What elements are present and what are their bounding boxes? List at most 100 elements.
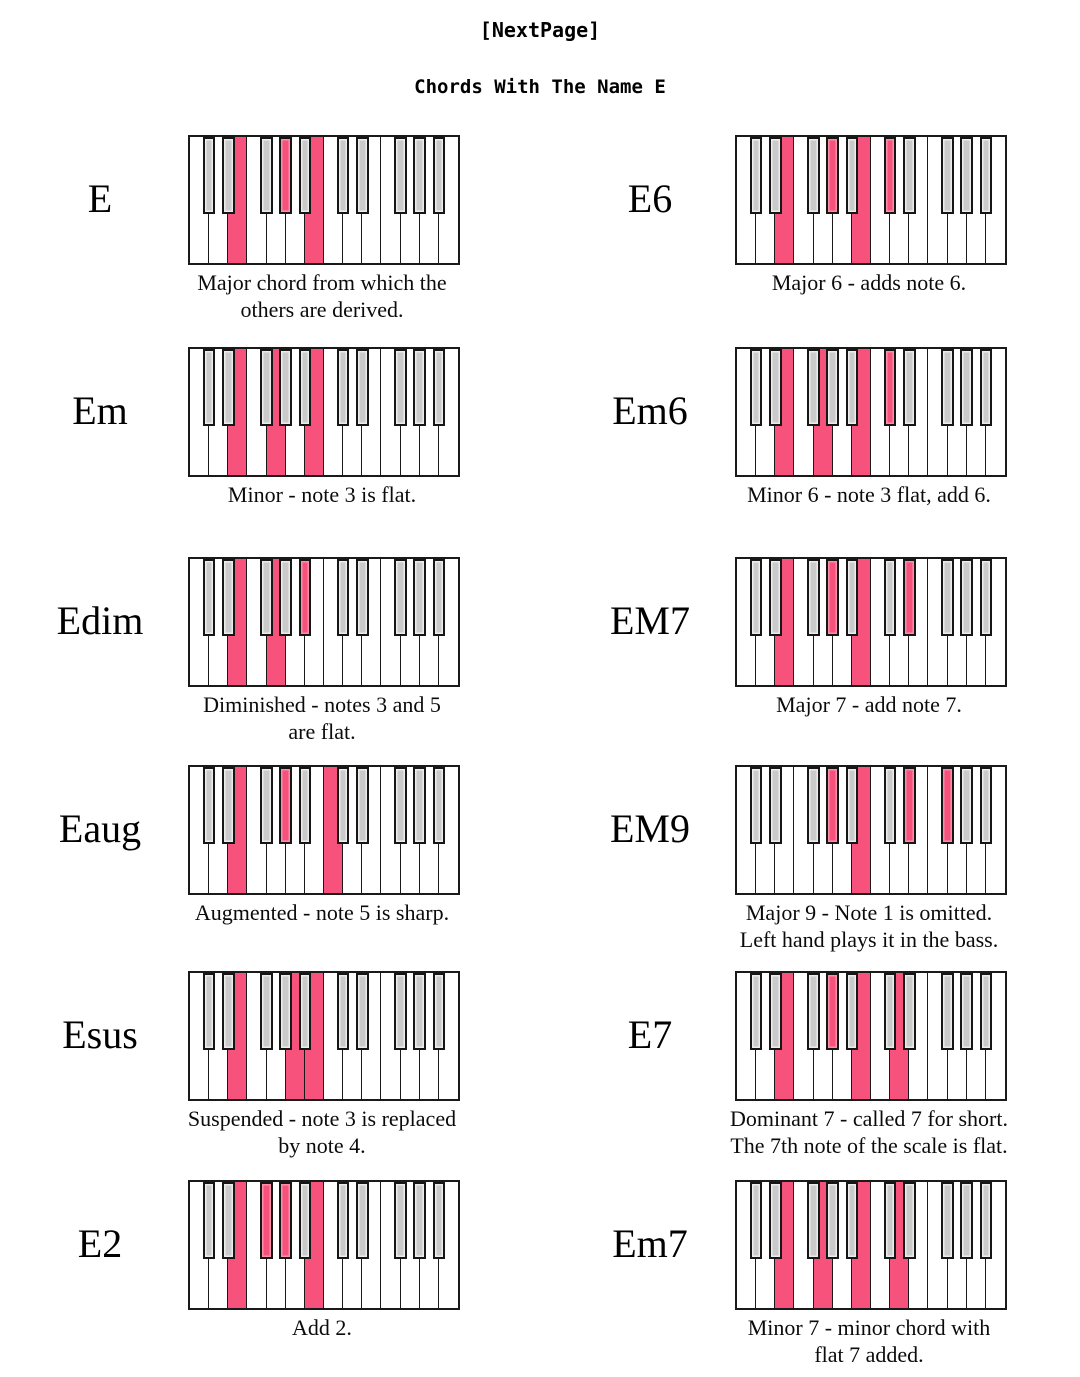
chord-caption-Em: Minor - note 3 is flat.: [112, 481, 532, 508]
black-key-G#1: [279, 137, 293, 214]
black-key-D#1: [221, 1182, 235, 1259]
black-key-C#1: [202, 767, 216, 844]
black-key-F#2: [941, 1182, 954, 1259]
chord-caption-E7: Dominant 7 - called 7 for short. The 7th …: [659, 1105, 1079, 1159]
chord-label-E2: E2: [77, 1220, 123, 1266]
black-key-D#1: [221, 973, 235, 1050]
black-key-F#1: [260, 349, 273, 426]
caption-line: Major 9 - Note 1 is omitted.: [745, 900, 993, 925]
black-key-G#2: [960, 973, 974, 1050]
black-key-A#1: [845, 349, 859, 426]
black-key-F#2: [941, 559, 954, 636]
piano-keyboard-E6: [735, 135, 1007, 265]
chord-caption-E6: Major 6 - adds note 6.: [659, 269, 1079, 296]
black-key-C#2: [336, 137, 350, 214]
black-key-F#2: [941, 137, 954, 214]
black-key-A#1: [298, 973, 312, 1050]
piano-keyboard-E7: [735, 971, 1007, 1101]
black-key-D#2: [902, 349, 916, 426]
black-key-C#2: [336, 973, 350, 1050]
black-key-D#1: [768, 349, 782, 426]
black-key-D#2: [355, 1182, 369, 1259]
black-key-C#1: [202, 349, 216, 426]
black-key-A#2: [432, 349, 446, 426]
black-key-C#2: [883, 137, 897, 214]
black-key-A#1: [845, 137, 859, 214]
black-key-G#1: [826, 349, 840, 426]
caption-line: Left hand plays it in the bass.: [739, 927, 999, 952]
black-key-C#2: [883, 1182, 897, 1259]
chord-label-E: E: [87, 175, 113, 221]
black-key-A#2: [979, 349, 993, 426]
black-key-A#2: [979, 137, 993, 214]
chord-label-Edim: Edim: [56, 597, 144, 643]
chord-caption-Em6: Minor 6 - note 3 flat, add 6.: [659, 481, 1079, 508]
black-key-F#2: [394, 767, 407, 844]
black-key-G#1: [279, 559, 293, 636]
caption-line: The 7th note of the scale is flat.: [730, 1133, 1008, 1158]
caption-line: Augmented - note 5 is sharp.: [194, 900, 450, 925]
black-key-A#1: [298, 349, 312, 426]
caption-line: are flat.: [288, 719, 356, 744]
piano-keyboard-Eaug: [188, 765, 460, 895]
black-key-F#1: [807, 1182, 820, 1259]
black-key-F#1: [260, 137, 273, 214]
caption-line: Dominant 7 - called 7 for short.: [730, 1106, 1008, 1131]
black-key-F#2: [394, 559, 407, 636]
black-key-D#1: [768, 137, 782, 214]
piano-keyboard-Esus: [188, 971, 460, 1101]
black-key-A#2: [432, 137, 446, 214]
piano-keyboard-Em: [188, 347, 460, 477]
piano-keyboard-E2: [188, 1180, 460, 1310]
black-key-F#2: [941, 349, 954, 426]
chord-label-Em7: Em7: [612, 1220, 688, 1266]
black-key-D#1: [768, 559, 782, 636]
chord-label-Em6: Em6: [612, 387, 688, 433]
caption-line: by note 4.: [278, 1133, 366, 1158]
piano-keyboard-Em6: [735, 347, 1007, 477]
piano-keyboard-Edim: [188, 557, 460, 687]
black-key-D#2: [902, 559, 916, 636]
black-key-D#2: [355, 559, 369, 636]
black-key-A#2: [432, 559, 446, 636]
black-key-G#2: [413, 1182, 427, 1259]
black-key-C#1: [202, 137, 216, 214]
black-key-C#2: [883, 349, 897, 426]
black-key-F#2: [941, 973, 954, 1050]
black-key-G#2: [413, 767, 427, 844]
black-key-C#2: [883, 973, 897, 1050]
black-key-D#1: [768, 1182, 782, 1259]
black-key-D#1: [768, 973, 782, 1050]
chord-label-EM7: EM7: [610, 597, 690, 643]
black-key-C#1: [749, 973, 763, 1050]
next-page-link[interactable]: [NextPage]: [479, 18, 601, 42]
caption-line: Major 6 - adds note 6.: [771, 270, 967, 295]
black-key-F#1: [807, 767, 820, 844]
black-key-A#2: [432, 973, 446, 1050]
black-key-G#1: [279, 1182, 293, 1259]
black-key-D#1: [768, 767, 782, 844]
black-key-A#2: [432, 767, 446, 844]
black-key-D#1: [221, 137, 235, 214]
black-key-G#1: [826, 767, 840, 844]
black-key-C#1: [202, 973, 216, 1050]
black-key-F#2: [394, 349, 407, 426]
black-key-D#2: [355, 137, 369, 214]
piano-keyboard-Em7: [735, 1180, 1007, 1310]
black-key-C#1: [749, 767, 763, 844]
chord-label-E7: E7: [627, 1011, 673, 1057]
caption-line: Minor 6 - note 3 flat, add 6.: [747, 482, 991, 507]
chord-label-Esus: Esus: [62, 1011, 138, 1057]
black-key-C#1: [202, 1182, 216, 1259]
chord-label-E6: E6: [627, 175, 673, 221]
piano-keyboard-EM7: [735, 557, 1007, 687]
black-key-D#2: [355, 349, 369, 426]
black-key-F#1: [260, 559, 273, 636]
black-key-C#2: [336, 349, 350, 426]
black-key-F#1: [260, 973, 273, 1050]
black-key-D#1: [221, 767, 235, 844]
black-key-G#2: [960, 349, 974, 426]
black-key-C#1: [749, 137, 763, 214]
chord-label-Eaug: Eaug: [58, 805, 142, 851]
